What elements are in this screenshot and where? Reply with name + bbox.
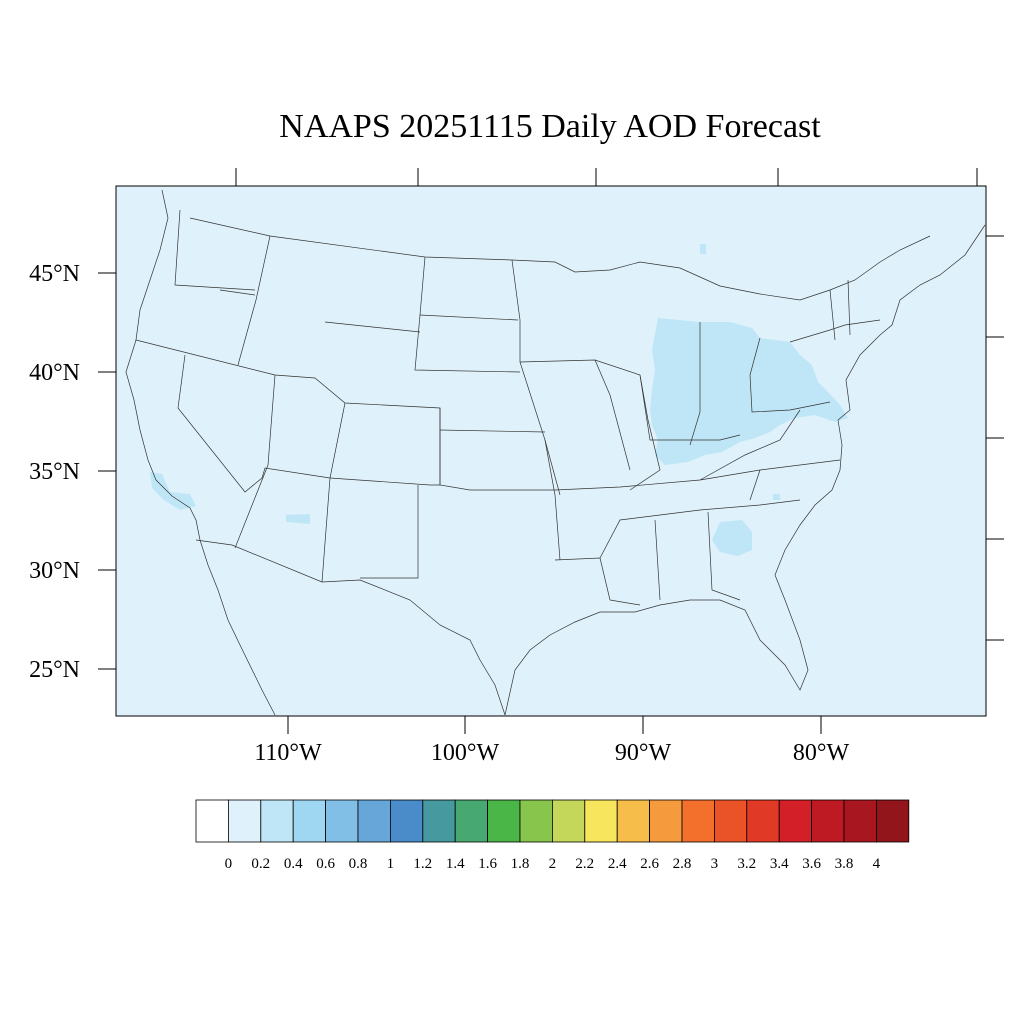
colorbar-tick-label: 3.8 [835,856,854,872]
canada-border [189,217,931,301]
gulf-atlantic-coast [504,224,986,716]
pacific-coast [125,189,276,716]
colorbar-swatch [616,799,651,843]
colorbar-tick-label: 2 [549,856,557,872]
aod-patch-great-lakes-ohio-valley [650,318,848,465]
aod-patch-arizona [286,514,310,524]
colorbar-swatch [843,799,877,843]
colorbar-tick-label: 2.4 [608,856,627,872]
colorbar-swatch [519,799,553,843]
lat-label-30: 30°N [29,558,80,584]
lon-label-90w: 90°W [615,740,672,766]
map-title: NAAPS 20251115 Daily AOD Forecast [279,108,821,145]
colorbar-swatch [487,799,521,843]
colorbar-swatch [811,799,845,843]
colorbar-swatch [746,799,780,843]
colorbar-swatch [195,799,229,843]
frame-ticks [98,168,1004,734]
colorbar-swatch [681,799,715,843]
colorbar-swatch [292,799,327,843]
lat-label-45: 45°N [29,261,80,287]
colorbar-tick-label: 4 [873,856,881,872]
colorbar-tick-label: 0.2 [251,856,270,872]
colorbar-tick-label: 0.8 [349,856,368,872]
colorbar-tick-label: 1.4 [446,856,465,872]
aod-patch-georgia [712,520,752,556]
colorbar-tick-label: 0.6 [316,856,335,872]
aod-patch-minor-2 [773,494,780,500]
colorbar-tick-label: 3 [711,856,719,872]
lon-label-100w: 100°W [431,740,500,766]
colorbar-swatch [325,799,359,843]
colorbar: 0 0.2 0.4 0.6 0.8 1 1.2 1.4 1.6 1.8 2 2.2 2.4 2.6 2.8 3… [195,799,910,872]
map-background [116,186,986,716]
colorbar-tick-label: 1.8 [511,856,530,872]
aod-patch-minor-1 [700,244,706,254]
lat-label-35: 35°N [29,459,80,485]
colorbar-swatch [389,799,424,843]
colorbar-swatch [649,799,683,843]
colorbar-swatch [227,799,262,843]
aod-patches [150,244,848,556]
colorbar-swatch [552,799,586,843]
lat-label-25: 25°N [29,657,80,683]
lon-label-80w: 80°W [793,740,850,766]
colorbar-tick-label: 2.6 [640,856,659,872]
colorbar-tick-label: 1.2 [413,856,432,872]
colorbar-tick-label: 3.6 [802,856,821,872]
colorbar-tick-label: 1 [387,856,395,872]
colorbar-tick-label: 3.4 [770,856,789,872]
boundaries [125,189,986,716]
colorbar-tick-label: 3.2 [737,856,756,872]
colorbar-swatch [584,799,618,843]
lat-label-40: 40°N [29,360,80,386]
colorbar-tick-label: 2.8 [673,856,692,872]
map-frame [115,185,987,717]
lon-label-110w: 110°W [254,740,322,766]
colorbar-swatch [357,799,391,843]
colorbar-swatch [778,799,813,843]
colorbar-swatch [454,799,489,843]
mexico-border [195,539,506,716]
colorbar-tick-label: 0.4 [284,856,303,872]
colorbar-swatch [422,799,456,843]
colorbar-tick-label: 2.2 [575,856,594,872]
colorbar-swatch [876,799,910,843]
colorbar-swatch [260,799,294,843]
aod-patch-california [150,472,196,510]
colorbar-swatch [714,799,748,843]
colorbar-tick-label: 1.6 [478,856,497,872]
colorbar-tick-label: 0 [225,856,233,872]
